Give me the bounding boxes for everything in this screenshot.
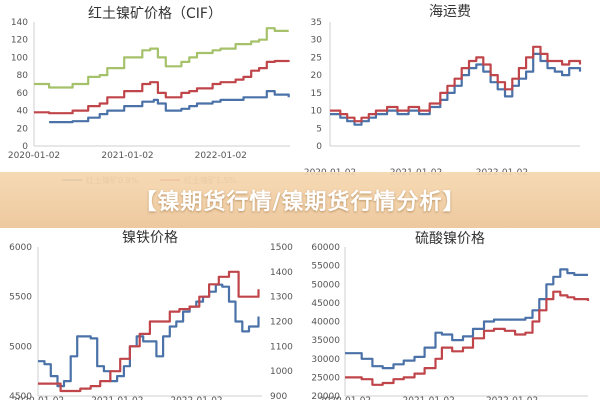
y-tick-label: 0 — [316, 142, 322, 152]
y-tick-label: 5000 — [9, 342, 32, 352]
y-tick-label: 25000 — [311, 373, 340, 383]
series-line-0 — [38, 283, 260, 388]
y-tick-label: 5500 — [9, 293, 32, 303]
y2-tick-label: 1500 — [270, 243, 293, 253]
x-tick-label: 2021-01-02 — [91, 396, 143, 400]
chart-title: 镍铁价格 — [122, 230, 178, 246]
y2-tick-label: 1200 — [270, 318, 293, 328]
y-tick-label: 30 — [311, 36, 323, 46]
y2-tick-label: 1400 — [270, 268, 293, 278]
series-line-0 — [345, 268, 588, 370]
y-tick-label: 40000 — [311, 318, 340, 328]
x-tick-label: 2022-01-02 — [195, 151, 247, 161]
y-tick-label: 6000 — [9, 243, 32, 253]
y-tick-label: 140 — [11, 18, 28, 28]
y-tick-label: 20 — [311, 71, 323, 81]
series-line-2 — [34, 27, 289, 89]
chart-laterite-nickel-ore-price: 红土镍矿价格（CIF） 0 20 40 60 80 100 120 140 2020-01-02 2… — [8, 6, 290, 185]
y-tick-label: 4500 — [9, 392, 32, 400]
x-tick-label: 2022-01-02 — [170, 396, 222, 400]
y-tick-label: 100 — [11, 53, 28, 63]
headline-text: 【镍期货行情/镍期货行情分析】 — [134, 190, 466, 215]
series-line-0 — [330, 52, 582, 126]
chart-title: 海运费 — [429, 4, 471, 20]
chart-title: 红土镍矿价格（CIF） — [88, 6, 222, 22]
series-line-1 — [34, 59, 290, 115]
y-tick-label: 45000 — [311, 299, 340, 309]
y-tick-label: 15 — [311, 89, 322, 99]
y-tick-label: 20000 — [311, 392, 340, 400]
y-tick-label: 60 — [17, 89, 29, 99]
y-tick-label: 60000 — [311, 243, 340, 253]
y-tick-label: 80 — [17, 71, 29, 81]
y-tick-label: 35 — [311, 18, 322, 28]
y-tick-label: 5 — [316, 124, 322, 134]
y-tick-label: 120 — [11, 36, 28, 46]
series-line-1 — [38, 270, 260, 393]
x-tick-label: 2020-01-02 — [12, 396, 64, 400]
x-tick-label: 2022-01-02 — [486, 396, 538, 400]
y-tick-label: 50000 — [311, 280, 340, 290]
y-tick-label: 0 — [22, 142, 28, 152]
x-tick-label: 2021-01-02 — [403, 396, 455, 400]
y-tick-label: 30000 — [311, 355, 340, 365]
y-tick-label: 25 — [311, 53, 322, 63]
y2-tick-label: 1300 — [270, 293, 293, 303]
chart-sea-freight: 海运费051015202530352020-01-022021-01-02202… — [304, 4, 582, 178]
y2-tick-label: 900 — [270, 392, 287, 400]
series-line-1 — [345, 290, 590, 386]
y2-tick-label: 1000 — [270, 367, 293, 377]
y-tick-label: 35000 — [311, 336, 340, 346]
series-line-1 — [330, 45, 582, 123]
y-tick-label: 10 — [311, 107, 323, 117]
y-tick-label: 55000 — [311, 262, 340, 272]
series-line-0 — [49, 90, 290, 124]
y-tick-label: 20 — [17, 124, 29, 134]
headline-banner: 【镍期货行情/镍期货行情分析】 — [0, 172, 600, 228]
x-tick-label: 2021-01-02 — [101, 151, 153, 161]
y2-tick-label: 1100 — [270, 342, 293, 352]
chart-nickel-pig-iron-price: 镍铁价格 4500 5000 5500 6000 900 1000 1100 1200 1300 1… — [9, 230, 293, 400]
chart-nickel-sulfate-price: 硫酸镍价格 20000 25000 30000 35000 40000 45000 50000… — [311, 231, 590, 400]
x-tick-label: 2020-01-02 — [319, 396, 371, 400]
y-tick-label: 40 — [17, 107, 29, 117]
x-tick-label: 2020-01-02 — [8, 151, 60, 161]
chart-title: 硫酸镍价格 — [415, 231, 485, 247]
